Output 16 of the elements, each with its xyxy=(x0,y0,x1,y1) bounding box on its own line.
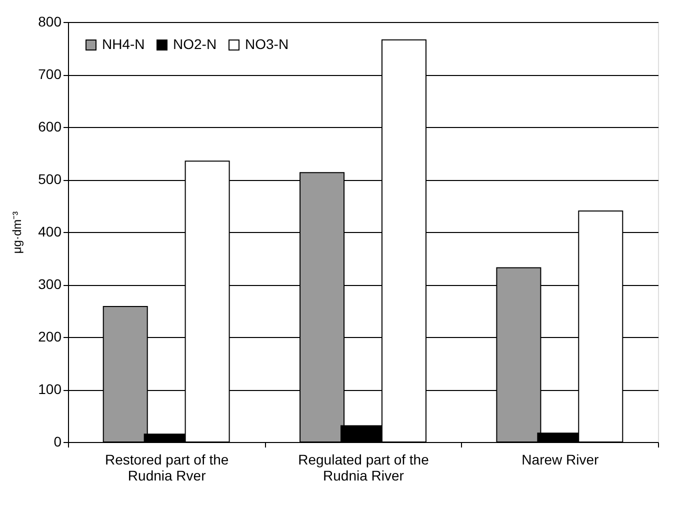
y-tick-label: 700 xyxy=(38,66,62,82)
y-tick-label: 100 xyxy=(38,381,62,397)
legend-label: NH4-N xyxy=(102,36,145,52)
y-tick-label: 0 xyxy=(54,434,62,450)
y-tick-label: 500 xyxy=(38,171,62,187)
y-tick-label: 600 xyxy=(38,118,62,134)
x-tick-label: Restored part of the Rudnia Rver xyxy=(104,452,229,484)
y-tick-label: 200 xyxy=(38,328,62,344)
y-axis-title: μg·dm⁻³ xyxy=(10,211,24,254)
y-tick-label: 800 xyxy=(38,14,62,30)
x-tick-label: Narew River xyxy=(522,452,600,468)
legend-label: NO2-N xyxy=(173,36,217,52)
y-tick-label: 400 xyxy=(38,224,62,240)
x-tick-label: Regulated part of the Rudnia River xyxy=(298,452,430,484)
legend-label: NO3-N xyxy=(245,36,289,52)
y-tick-label: 300 xyxy=(38,276,62,292)
